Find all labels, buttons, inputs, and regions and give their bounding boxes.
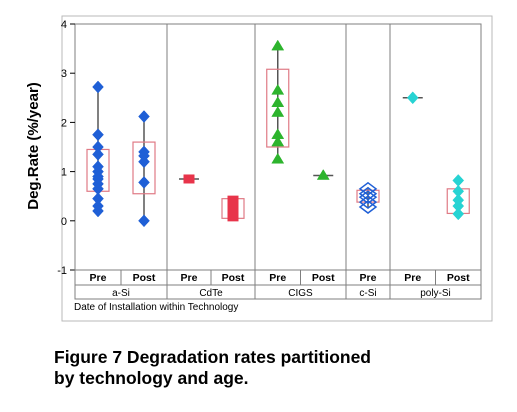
subgroup-label: Post bbox=[312, 272, 335, 284]
data-point bbox=[92, 80, 104, 94]
data-point bbox=[358, 200, 378, 214]
subgroup-label: Pre bbox=[269, 272, 286, 284]
data-point bbox=[452, 207, 465, 221]
data-point bbox=[138, 110, 150, 123]
y-tick-label: -1 bbox=[57, 265, 67, 277]
y-tick-label: 2 bbox=[61, 117, 67, 129]
data-point bbox=[406, 91, 419, 105]
figure-caption: Figure 7 Degradation rates partitioned b… bbox=[54, 347, 494, 389]
data-point bbox=[316, 169, 330, 180]
technology-label: poly-Si bbox=[420, 288, 451, 299]
data-point bbox=[271, 106, 285, 117]
data-point bbox=[358, 181, 378, 196]
data-point bbox=[358, 195, 378, 210]
subgroup-label: Pre bbox=[360, 272, 377, 284]
data-point bbox=[358, 186, 378, 201]
technology-label: CdTe bbox=[199, 288, 223, 299]
y-tick-label: 4 bbox=[61, 19, 67, 31]
subgroup-label: Pre bbox=[181, 272, 198, 284]
data-point bbox=[92, 204, 104, 218]
data-point bbox=[227, 212, 239, 222]
y-tick-label: 3 bbox=[61, 68, 67, 80]
quantile-box bbox=[132, 141, 156, 195]
technology-label: c-Si bbox=[359, 288, 376, 299]
technology-label: CIGS bbox=[288, 288, 313, 299]
subgroup-label: Post bbox=[447, 272, 470, 284]
data-point bbox=[138, 155, 150, 169]
y-tick-label: 0 bbox=[61, 216, 67, 228]
label-row-border bbox=[74, 269, 482, 300]
data-point bbox=[271, 39, 285, 51]
figure-caption-line-2: by technology and age. bbox=[54, 368, 249, 388]
data-point bbox=[138, 214, 150, 228]
data-point bbox=[271, 152, 285, 164]
y-tick-label: 1 bbox=[61, 167, 67, 179]
technology-label: a-Si bbox=[112, 288, 130, 299]
y-axis-label: Deg.Rate (%/year) bbox=[25, 82, 42, 210]
subgroup-label: Post bbox=[222, 272, 245, 284]
data-point bbox=[271, 135, 285, 147]
data-point bbox=[183, 174, 195, 184]
x-axis-label: Date of Installation within Technology bbox=[74, 302, 238, 313]
data-point bbox=[358, 190, 378, 205]
data-point bbox=[271, 83, 285, 95]
subgroup-label: Pre bbox=[90, 272, 107, 284]
subgroup-label: Post bbox=[133, 272, 156, 284]
subgroup-label: Pre bbox=[404, 272, 421, 284]
data-point bbox=[138, 176, 150, 189]
figure-caption-line-1: Figure 7 Degradation rates partitioned bbox=[54, 347, 371, 367]
quantile-box bbox=[266, 68, 290, 148]
